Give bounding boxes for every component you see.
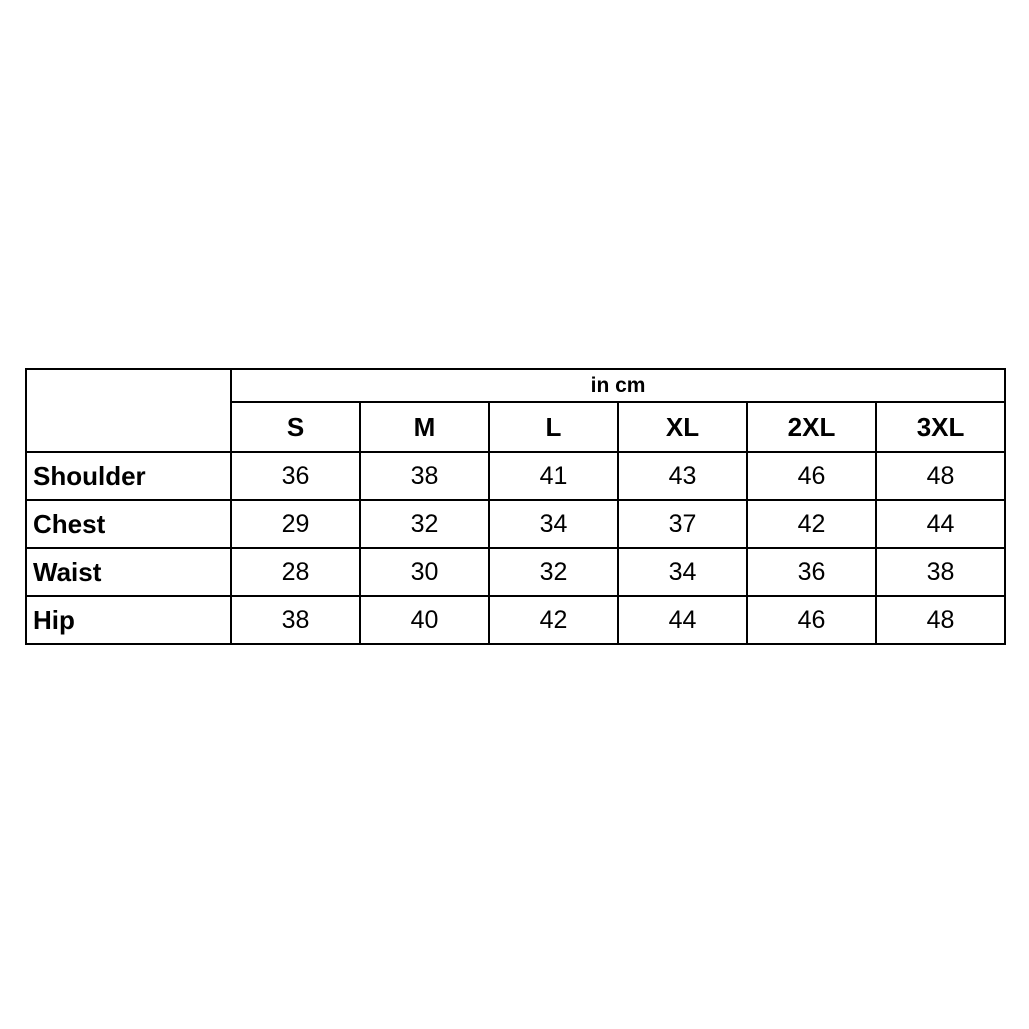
shoulder-xl-value: 43 xyxy=(617,451,748,501)
shoulder-3xl-value: 48 xyxy=(874,451,1007,501)
size-header-l: L xyxy=(488,401,619,453)
chest-l-value: 34 xyxy=(488,499,619,549)
size-header-3xl: 3XL xyxy=(874,401,1007,453)
hip-xl-value: 44 xyxy=(617,595,748,645)
chest-xl-value: 37 xyxy=(617,499,748,549)
row-label-chest: Chest xyxy=(25,499,232,549)
unit-header-row: in cm xyxy=(25,368,1007,453)
size-chart-table: in cm S M L XL 2XL 3XL Shoulder 36 38 41… xyxy=(25,368,1007,645)
waist-m-value: 30 xyxy=(359,547,490,597)
waist-l-value: 32 xyxy=(488,547,619,597)
hip-2xl-value: 46 xyxy=(746,595,877,645)
shoulder-s-value: 36 xyxy=(230,451,361,501)
chest-3xl-value: 44 xyxy=(874,499,1007,549)
shoulder-m-value: 38 xyxy=(359,451,490,501)
corner-empty-cell xyxy=(25,368,232,453)
size-header-2xl: 2XL xyxy=(746,401,877,453)
hip-l-value: 42 xyxy=(488,595,619,645)
table-row-shoulder: Shoulder 36 38 41 43 46 48 xyxy=(25,451,1007,501)
waist-3xl-value: 38 xyxy=(874,547,1007,597)
hip-3xl-value: 48 xyxy=(874,595,1007,645)
waist-s-value: 28 xyxy=(230,547,361,597)
size-header-s: S xyxy=(230,401,361,453)
waist-2xl-value: 36 xyxy=(746,547,877,597)
size-header-m: M xyxy=(359,401,490,453)
shoulder-l-value: 41 xyxy=(488,451,619,501)
unit-header-cell: in cm xyxy=(229,368,1007,403)
chest-m-value: 32 xyxy=(359,499,490,549)
shoulder-2xl-value: 46 xyxy=(746,451,877,501)
size-header-xl: XL xyxy=(617,401,748,453)
row-label-hip: Hip xyxy=(25,595,232,645)
size-header-row: S M L XL 2XL 3XL xyxy=(26,401,1007,453)
chest-s-value: 29 xyxy=(230,499,361,549)
table-row-chest: Chest 29 32 34 37 42 44 xyxy=(25,499,1007,549)
table-row-hip: Hip 38 40 42 44 46 48 xyxy=(25,595,1007,645)
table-row-waist: Waist 28 30 32 34 36 38 xyxy=(25,547,1007,597)
row-label-shoulder: Shoulder xyxy=(25,451,232,501)
waist-xl-value: 34 xyxy=(617,547,748,597)
hip-m-value: 40 xyxy=(359,595,490,645)
chest-2xl-value: 42 xyxy=(746,499,877,549)
row-label-waist: Waist xyxy=(25,547,232,597)
hip-s-value: 38 xyxy=(230,595,361,645)
